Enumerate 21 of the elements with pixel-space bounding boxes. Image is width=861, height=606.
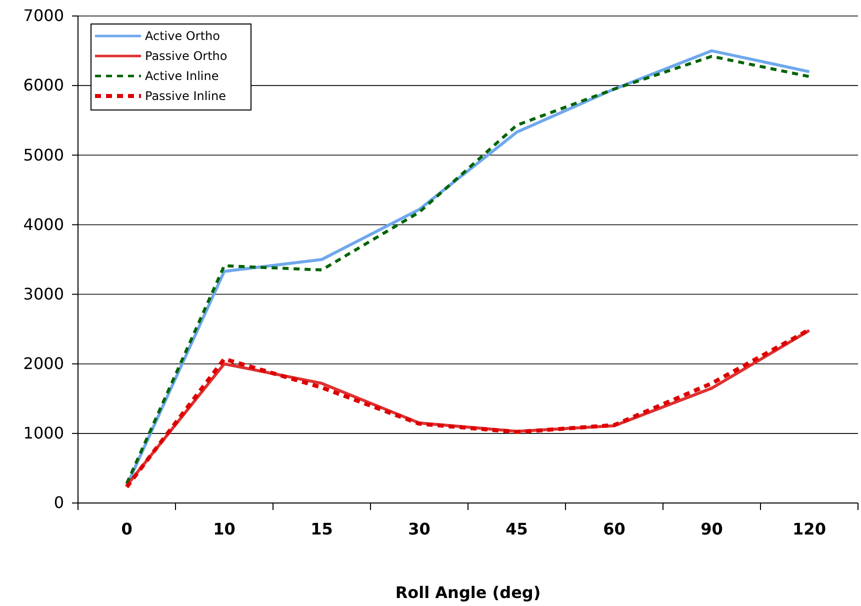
legend-label: Active Inline [145, 69, 219, 83]
legend-label: Passive Ortho [145, 49, 228, 63]
x-tick-label: 10 [213, 519, 236, 538]
y-tick-label: 2000 [23, 354, 64, 373]
x-tick-label: 45 [506, 519, 528, 538]
legend-label: Active Ortho [145, 29, 220, 43]
y-tick-label: 4000 [23, 214, 64, 234]
x-tick-label: 60 [603, 519, 626, 538]
y-tick-label: 5000 [23, 145, 64, 164]
y-tick-label: 6000 [23, 76, 64, 95]
y-tick-label: 0 [54, 493, 64, 512]
x-tick-label: 120 [792, 519, 826, 538]
y-tick-label: 7000 [23, 6, 64, 26]
y-tick-label: 3000 [23, 284, 64, 304]
x-tick-label: 30 [408, 519, 430, 538]
legend-label: Passive Inline [145, 89, 226, 103]
x-tick-label: 0 [121, 519, 132, 538]
y-tick-label: 1000 [23, 424, 64, 443]
x-tick-label: 90 [700, 519, 723, 538]
x-tick-label: 15 [310, 519, 333, 538]
x-axis-title: Roll Angle (deg) [395, 583, 541, 602]
